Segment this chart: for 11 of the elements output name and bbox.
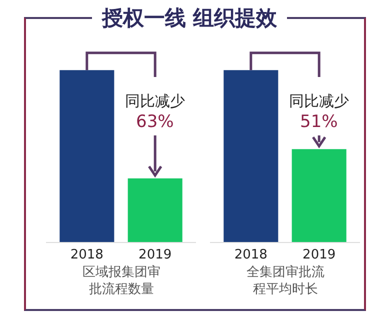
annotation: 63% bbox=[136, 112, 174, 132]
x-tick-label: 2018 bbox=[70, 248, 104, 263]
x-tick-label: 2019 bbox=[302, 248, 336, 263]
x-tick-label: 2018 bbox=[234, 248, 268, 263]
annotation: 同比减少 bbox=[289, 92, 349, 110]
chart-title: 授权一线 组织提效 bbox=[92, 6, 288, 30]
x-axis-title: 区域报集团审批流程数量 bbox=[82, 264, 161, 298]
annotation: 同比减少 bbox=[125, 92, 185, 110]
x-axis-title: 全集团审批流程平均时长 bbox=[246, 264, 325, 298]
x-tick-label: 2019 bbox=[138, 248, 172, 263]
annotation: 51% bbox=[300, 112, 338, 132]
